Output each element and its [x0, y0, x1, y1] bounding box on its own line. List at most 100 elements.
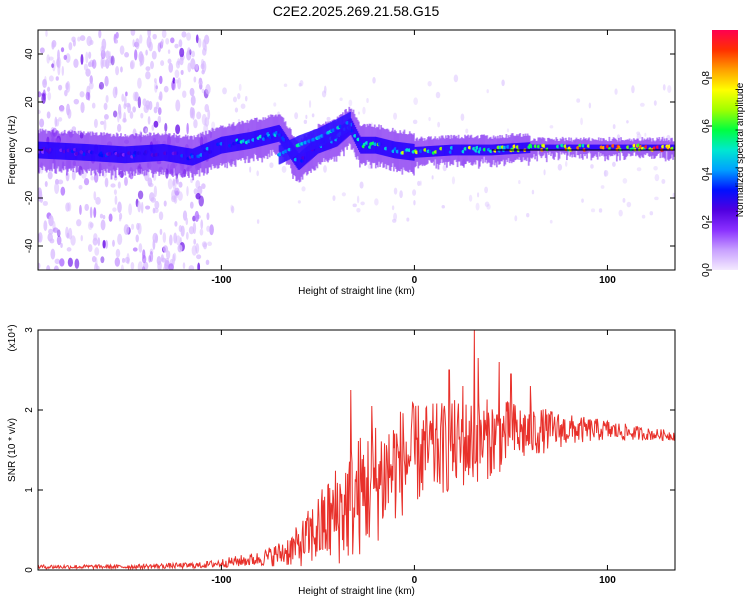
noise-blob	[93, 207, 97, 218]
ridge-core	[442, 145, 445, 156]
ridge-core	[438, 145, 441, 157]
ridge-halo	[590, 141, 593, 161]
noise-blob	[198, 79, 203, 86]
ridge-core	[459, 144, 462, 156]
ridge-core	[136, 145, 138, 163]
ridge-core	[629, 144, 632, 151]
ridge-core	[400, 142, 403, 160]
ridge-core	[201, 144, 204, 162]
noise-blob	[182, 262, 186, 270]
ridge-core	[217, 138, 220, 155]
ridge-core	[457, 144, 460, 156]
noise-blob	[135, 234, 139, 243]
noise-blob	[185, 231, 189, 240]
noise-blob	[49, 238, 55, 244]
noise-blob	[362, 106, 366, 115]
branch-band	[293, 137, 296, 157]
noise-blob	[60, 242, 63, 248]
ridge-core	[111, 145, 114, 163]
noise-blob	[74, 258, 80, 269]
ridge-core	[552, 144, 554, 151]
noise-blob	[201, 183, 206, 190]
ridge-core	[53, 142, 55, 160]
noise-blob	[644, 132, 647, 137]
ridge-core	[150, 144, 153, 162]
noise-blob	[112, 207, 117, 212]
ridge-core	[93, 144, 96, 162]
ridge-core	[65, 142, 67, 160]
branch-band	[348, 112, 350, 132]
noise-blob	[73, 98, 80, 105]
noise-blob	[79, 35, 86, 42]
ridge-core	[547, 144, 549, 151]
noise-blob	[153, 120, 159, 128]
ridge-core	[508, 143, 511, 155]
branch-band	[324, 124, 327, 144]
noise-blob	[53, 265, 59, 270]
branch-band	[344, 114, 347, 134]
noise-blob	[105, 95, 109, 103]
noise-blob	[117, 233, 123, 245]
ridge-core	[468, 144, 471, 156]
noise-blob	[161, 30, 167, 39]
noise-blob	[195, 63, 199, 71]
noise-blob	[273, 102, 277, 107]
ridge-core	[85, 143, 87, 161]
noise-blob	[639, 102, 645, 107]
noise-blob	[301, 186, 306, 192]
noise-blob	[119, 212, 123, 220]
noise-blob	[181, 31, 187, 38]
ridge-core	[548, 144, 550, 151]
noise-blob	[87, 244, 93, 253]
branch-band	[291, 138, 294, 159]
ridge-core	[66, 143, 68, 160]
noise-blob	[146, 36, 152, 49]
ridge-core	[554, 144, 557, 151]
noise-blob	[65, 82, 69, 91]
ridge-core	[262, 128, 265, 146]
noise-blob	[158, 211, 164, 221]
noise-blob	[175, 124, 181, 135]
noise-blob	[393, 187, 398, 195]
noise-blob	[78, 184, 83, 190]
noise-blob	[303, 119, 308, 125]
noise-blob	[61, 65, 65, 76]
noise-blob	[94, 247, 100, 256]
noise-blob	[393, 112, 398, 120]
noise-blob	[197, 37, 202, 48]
ridge-halo	[620, 137, 622, 151]
noise-blob	[113, 189, 117, 195]
noise-blob	[576, 98, 581, 103]
ridge-core	[157, 144, 159, 162]
noise-blob	[174, 79, 179, 84]
ridge-core	[389, 140, 392, 158]
ridge-halo	[664, 140, 667, 162]
noise-blob	[152, 232, 158, 243]
noise-blob	[115, 66, 120, 76]
noise-blob	[42, 79, 47, 85]
noise-blob	[48, 75, 54, 82]
noise-blob	[157, 115, 162, 124]
ridge-core	[604, 144, 606, 151]
noise-blob	[120, 66, 123, 73]
ridge-core	[658, 144, 661, 151]
noise-blob	[151, 50, 157, 60]
ridge-core	[477, 144, 480, 156]
noise-blob	[201, 88, 205, 94]
y-tick-label: 3	[24, 327, 35, 333]
noise-blob	[102, 239, 106, 249]
ridge-core	[130, 145, 133, 163]
noise-blob	[117, 111, 120, 123]
ridge-core	[207, 142, 209, 160]
ridge-core	[169, 145, 171, 162]
ridge-core	[149, 144, 152, 162]
noise-blob	[129, 61, 134, 70]
noise-blob	[58, 84, 63, 91]
ridge-core	[153, 144, 155, 162]
ridge-core	[155, 144, 157, 162]
ridge-core	[410, 143, 412, 161]
noise-blob	[413, 97, 418, 105]
ridge-core	[448, 144, 450, 156]
x-tick-label: 100	[599, 575, 616, 586]
noise-blob	[93, 118, 98, 129]
